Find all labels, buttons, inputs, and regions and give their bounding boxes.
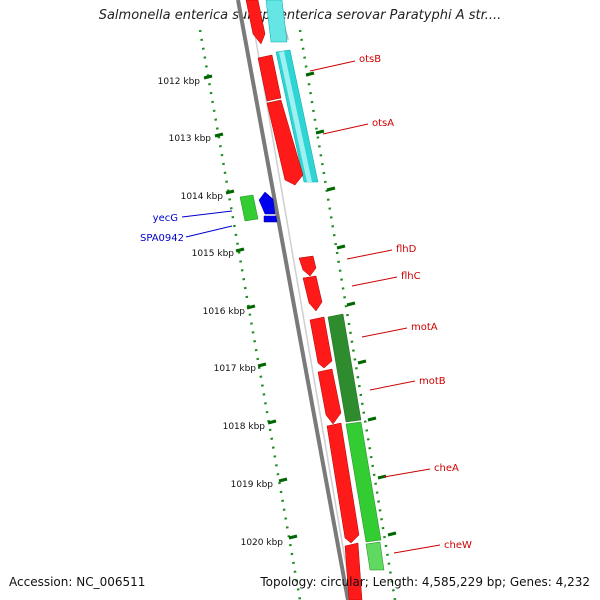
feature-SPA0942-top (258, 191, 276, 215)
ruler-dotted-lines (198, 29, 397, 600)
label-leaders (181, 60, 441, 554)
feature-SPA0942-bottom (263, 215, 278, 223)
ruler-ticks (203, 71, 397, 540)
ruler-tick-label: 1014 kbp (181, 192, 224, 202)
cds-flhC (302, 275, 323, 312)
feature-yecG (239, 194, 259, 222)
gene-label-cheW: cheW (444, 540, 472, 551)
gene-label-flhD: flhD (396, 244, 417, 255)
cds-motA (309, 316, 333, 369)
cyan-feature-track (265, 0, 319, 183)
green-feature-track (327, 313, 385, 571)
cds-otsA (266, 99, 304, 186)
ruler-tick-label: 1012 kbp (158, 77, 201, 87)
accession-label: Accession: NC_006511 (9, 575, 146, 589)
ruler-tick-label: 1018 kbp (223, 422, 266, 432)
gene-label-flhC: flhC (401, 271, 421, 282)
gene-label-motA: motA (411, 322, 438, 333)
ruler-tick-label: 1016 kbp (203, 307, 246, 317)
gene-label-cheA: cheA (434, 463, 459, 474)
cds-arrow-top (245, 0, 266, 45)
ruler-tick-label: 1015 kbp (192, 249, 235, 259)
genome-summary-label: Topology: circular; Length: 4,585,229 bp… (260, 575, 590, 589)
reverse-cds-features (239, 191, 278, 223)
gene-label-motB: motB (419, 376, 446, 387)
ruler-tick-label: 1019 kbp (231, 480, 274, 490)
ruler-tick-label: 1020 kbp (241, 538, 284, 548)
forward-cds-features (245, 0, 363, 600)
organism-title: Salmonella enterica subsp. enterica sero… (98, 8, 502, 23)
gene-label-otsB: otsB (359, 54, 381, 65)
gene-label-otsA: otsA (372, 118, 394, 129)
ruler-tick-label: 1013 kbp (169, 134, 212, 144)
cds-motB (317, 368, 342, 425)
cds-cheA (326, 422, 360, 544)
cds-flhD (298, 255, 317, 277)
ruler-tick-label: 1017 kbp (214, 364, 257, 374)
cds-otsB (257, 54, 282, 102)
cds-cheW (344, 542, 363, 600)
gene-label-yecG: yecG (153, 213, 178, 224)
gene-label-SPA0942: SPA0942 (140, 233, 184, 244)
